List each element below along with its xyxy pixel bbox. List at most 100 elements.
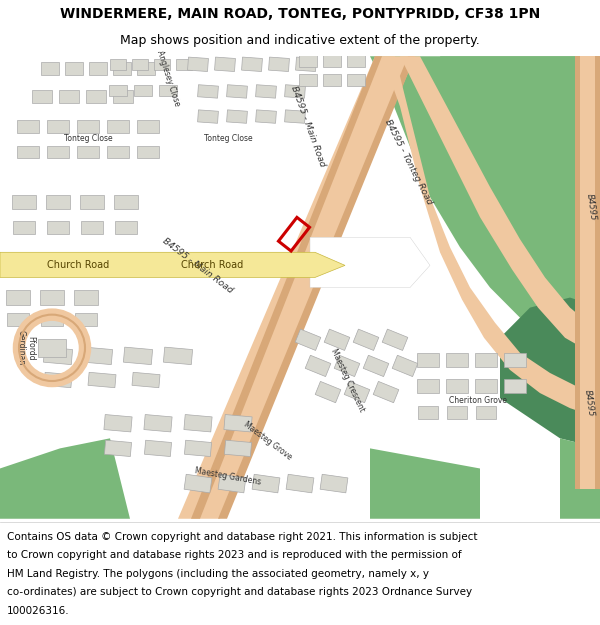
Bar bbox=[227, 85, 247, 98]
Text: Maesteg Grove: Maesteg Grove bbox=[242, 419, 294, 461]
Text: Maesteg Crescent: Maesteg Crescent bbox=[329, 347, 367, 413]
Bar bbox=[347, 74, 365, 86]
Polygon shape bbox=[385, 56, 600, 358]
Bar bbox=[88, 372, 116, 388]
Bar bbox=[184, 474, 212, 493]
Bar bbox=[110, 59, 126, 70]
Bar bbox=[17, 146, 39, 158]
Bar bbox=[75, 313, 97, 326]
Bar bbox=[475, 353, 497, 367]
Bar bbox=[242, 57, 262, 71]
Bar bbox=[334, 355, 360, 377]
Bar bbox=[47, 221, 69, 234]
Polygon shape bbox=[191, 56, 382, 519]
Bar bbox=[344, 381, 370, 402]
Bar bbox=[104, 440, 131, 456]
Bar bbox=[81, 221, 103, 234]
Polygon shape bbox=[310, 238, 430, 288]
Bar bbox=[323, 55, 341, 68]
Bar bbox=[113, 62, 131, 75]
Bar bbox=[137, 62, 155, 75]
Bar bbox=[418, 406, 438, 419]
Text: B4595 - Main Road: B4595 - Main Road bbox=[161, 236, 235, 295]
Text: WINDERMERE, MAIN ROAD, TONTEG, PONTYPRIDD, CF38 1PN: WINDERMERE, MAIN ROAD, TONTEG, PONTYPRID… bbox=[60, 7, 540, 21]
Bar bbox=[296, 57, 316, 71]
Bar bbox=[197, 110, 218, 123]
Bar bbox=[184, 414, 212, 432]
Bar bbox=[218, 474, 246, 493]
Text: Church Road: Church Road bbox=[47, 261, 109, 271]
Bar bbox=[447, 406, 467, 419]
Text: co-ordinates) are subject to Crown copyright and database rights 2023 Ordnance S: co-ordinates) are subject to Crown copyr… bbox=[7, 588, 472, 598]
Polygon shape bbox=[575, 56, 580, 489]
Text: Contains OS data © Crown copyright and database right 2021. This information is : Contains OS data © Crown copyright and d… bbox=[7, 531, 478, 541]
Bar bbox=[44, 372, 72, 388]
Bar bbox=[252, 474, 280, 493]
Bar bbox=[6, 290, 30, 305]
Bar bbox=[299, 74, 317, 86]
Bar bbox=[104, 414, 132, 432]
Bar bbox=[324, 329, 350, 351]
Bar bbox=[188, 57, 208, 71]
Bar bbox=[417, 353, 439, 367]
Bar bbox=[113, 91, 133, 103]
Bar bbox=[7, 313, 29, 326]
Polygon shape bbox=[500, 298, 600, 448]
Bar bbox=[224, 414, 252, 432]
Bar bbox=[124, 347, 152, 364]
Bar bbox=[284, 85, 305, 98]
Bar bbox=[363, 355, 389, 377]
Bar bbox=[89, 62, 107, 75]
Bar bbox=[320, 474, 348, 493]
Bar bbox=[299, 55, 317, 68]
Bar bbox=[65, 62, 83, 75]
Bar bbox=[41, 313, 63, 326]
Bar bbox=[373, 381, 399, 402]
Polygon shape bbox=[218, 56, 415, 519]
Polygon shape bbox=[355, 56, 600, 418]
Polygon shape bbox=[560, 438, 600, 519]
Bar bbox=[46, 195, 70, 209]
Bar bbox=[504, 379, 526, 393]
Text: B4595 - Tonteg Road: B4595 - Tonteg Road bbox=[383, 118, 433, 206]
Bar bbox=[40, 290, 64, 305]
Bar bbox=[17, 120, 39, 133]
Polygon shape bbox=[0, 253, 345, 278]
Text: B4595 - Main Road: B4595 - Main Road bbox=[289, 85, 327, 168]
Text: Tonteg Close: Tonteg Close bbox=[203, 134, 253, 143]
Bar bbox=[446, 379, 468, 393]
Text: 100026316.: 100026316. bbox=[7, 606, 70, 616]
Bar bbox=[145, 440, 172, 456]
Bar bbox=[347, 55, 365, 68]
Bar bbox=[12, 195, 36, 209]
Text: to Crown copyright and database rights 2023 and is reproduced with the permissio: to Crown copyright and database rights 2… bbox=[7, 550, 462, 560]
Bar bbox=[504, 353, 526, 367]
Polygon shape bbox=[575, 56, 600, 489]
Bar bbox=[107, 146, 129, 158]
Bar bbox=[77, 146, 99, 158]
Text: Tonteg Close: Tonteg Close bbox=[64, 134, 112, 143]
Bar bbox=[43, 347, 73, 364]
Bar bbox=[446, 353, 468, 367]
Bar bbox=[295, 329, 321, 351]
Bar bbox=[32, 91, 52, 103]
Bar bbox=[109, 85, 127, 96]
Text: B4595: B4595 bbox=[583, 389, 595, 418]
Bar bbox=[475, 379, 497, 393]
Bar bbox=[41, 62, 59, 75]
Bar bbox=[74, 290, 98, 305]
Bar bbox=[47, 120, 69, 133]
Bar bbox=[59, 91, 79, 103]
Bar bbox=[77, 120, 99, 133]
Bar bbox=[353, 329, 379, 351]
Bar bbox=[227, 110, 247, 123]
Polygon shape bbox=[440, 56, 600, 157]
Bar bbox=[154, 59, 170, 70]
Bar bbox=[269, 57, 289, 71]
Bar bbox=[137, 146, 159, 158]
Bar bbox=[417, 379, 439, 393]
Bar bbox=[278, 217, 310, 251]
Bar bbox=[47, 146, 69, 158]
Polygon shape bbox=[370, 448, 480, 519]
Bar bbox=[115, 221, 137, 234]
